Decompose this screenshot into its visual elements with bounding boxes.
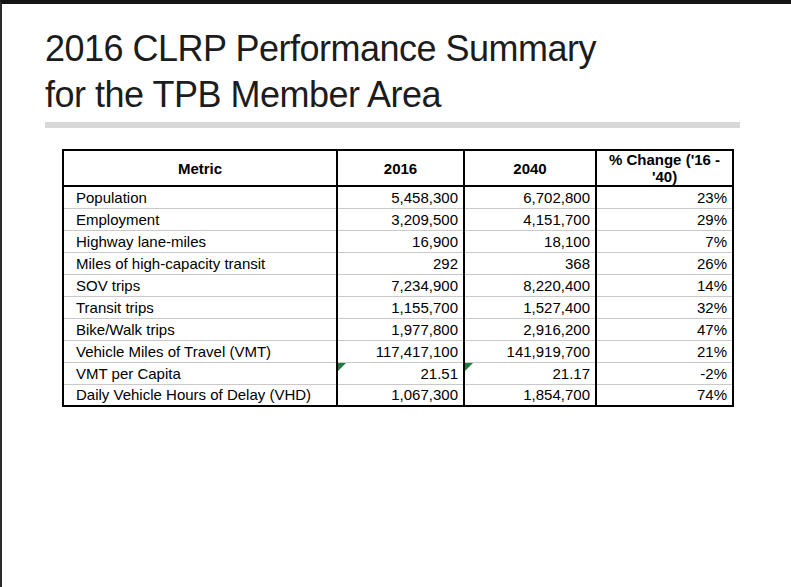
title-underline-rule bbox=[45, 122, 740, 128]
column-header-metric: Metric bbox=[63, 150, 337, 186]
column-header-pct-change: % Change ('16 -'40) bbox=[596, 150, 733, 186]
value-2016-cell: 3,209,500 bbox=[337, 208, 464, 230]
metric-cell: Bike/Walk trips bbox=[63, 318, 337, 340]
value-2016-cell: 117,417,100 bbox=[337, 340, 464, 362]
table-row: SOV trips 7,234,900 8,220,400 14% bbox=[63, 274, 733, 296]
value-2040-cell: 1,527,400 bbox=[464, 296, 596, 318]
pct-change-cell: 32% bbox=[596, 296, 733, 318]
value-2040-cell: 368 bbox=[464, 252, 596, 274]
value-2016-cell: 7,234,900 bbox=[337, 274, 464, 296]
table-row: Highway lane-miles 16,900 18,100 7% bbox=[63, 230, 733, 252]
value-2040-cell: 1,854,700 bbox=[464, 384, 596, 406]
performance-summary-table: Metric 2016 2040 % Change ('16 -'40) Pop… bbox=[62, 149, 734, 407]
slide-footer: National Capital Region Transportation P… bbox=[2, 525, 791, 587]
value-2040-cell: 21.17 bbox=[464, 362, 596, 384]
column-header-2040: 2040 bbox=[464, 150, 596, 186]
value-2016-cell: 5,458,300 bbox=[337, 186, 464, 208]
value-2016-cell: 16,900 bbox=[337, 230, 464, 252]
slide-title: 2016 CLRP Performance Summary for the TP… bbox=[45, 26, 596, 118]
value-2040-cell: 141,919,700 bbox=[464, 340, 596, 362]
value-2016-cell: 1,977,800 bbox=[337, 318, 464, 340]
value-2040-cell: 18,100 bbox=[464, 230, 596, 252]
column-header-2016: 2016 bbox=[337, 150, 464, 186]
metric-cell: VMT per Capita bbox=[63, 362, 337, 384]
value-2040-cell: 2,916,200 bbox=[464, 318, 596, 340]
table-row: Population 5,458,300 6,702,800 23% bbox=[63, 186, 733, 208]
table-header-row: Metric 2016 2040 % Change ('16 -'40) bbox=[63, 150, 733, 186]
value-2016-cell: 292 bbox=[337, 252, 464, 274]
slide-title-line2: for the TPB Member Area bbox=[45, 72, 596, 118]
pct-change-cell: 7% bbox=[596, 230, 733, 252]
table-row: Daily Vehicle Hours of Delay (VHD) 1,067… bbox=[63, 384, 733, 406]
metric-cell: Daily Vehicle Hours of Delay (VHD) bbox=[63, 384, 337, 406]
table-body: Population 5,458,300 6,702,800 23% Emplo… bbox=[63, 186, 733, 406]
pct-change-cell: 14% bbox=[596, 274, 733, 296]
metric-cell: Vehicle Miles of Travel (VMT) bbox=[63, 340, 337, 362]
pct-change-cell: 74% bbox=[596, 384, 733, 406]
value-2016-cell: 1,067,300 bbox=[337, 384, 464, 406]
value-2040-cell: 4,151,700 bbox=[464, 208, 596, 230]
value-2040-cell: 8,220,400 bbox=[464, 274, 596, 296]
table-row: Employment 3,209,500 4,151,700 29% bbox=[63, 208, 733, 230]
metric-cell: SOV trips bbox=[63, 274, 337, 296]
value-2016-cell: 21.51 bbox=[337, 362, 464, 384]
metric-cell: Employment bbox=[63, 208, 337, 230]
table-row: Bike/Walk trips 1,977,800 2,916,200 47% bbox=[63, 318, 733, 340]
metric-cell: Transit trips bbox=[63, 296, 337, 318]
pct-change-cell: 47% bbox=[596, 318, 733, 340]
metric-cell: Population bbox=[63, 186, 337, 208]
pct-change-cell: -2% bbox=[596, 362, 733, 384]
table-row: VMT per Capita 21.51 21.17 -2% bbox=[63, 362, 733, 384]
table-row: Transit trips 1,155,700 1,527,400 32% bbox=[63, 296, 733, 318]
pct-change-cell: 26% bbox=[596, 252, 733, 274]
pct-change-cell: 29% bbox=[596, 208, 733, 230]
table-row: Miles of high-capacity transit 292 368 2… bbox=[63, 252, 733, 274]
table-row: Vehicle Miles of Travel (VMT) 117,417,10… bbox=[63, 340, 733, 362]
metric-cell: Miles of high-capacity transit bbox=[63, 252, 337, 274]
pct-change-cell: 21% bbox=[596, 340, 733, 362]
metric-cell: Highway lane-miles bbox=[63, 230, 337, 252]
value-2040-cell: 6,702,800 bbox=[464, 186, 596, 208]
pct-change-cell: 23% bbox=[596, 186, 733, 208]
value-2016-cell: 1,155,700 bbox=[337, 296, 464, 318]
slide-title-line1: 2016 CLRP Performance Summary bbox=[45, 26, 596, 72]
